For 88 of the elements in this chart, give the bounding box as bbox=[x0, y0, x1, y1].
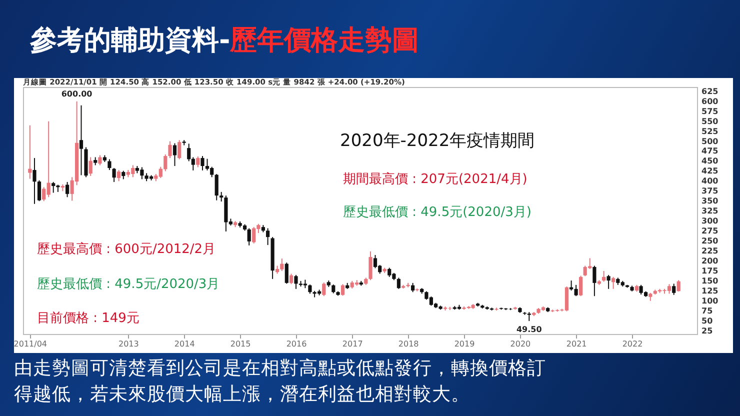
y-tick-label: 225 bbox=[702, 246, 719, 256]
candlestick bbox=[79, 104, 84, 176]
annotation: 歷史最低價 : 49.5元(2020/3月) bbox=[343, 205, 532, 220]
candlestick bbox=[205, 158, 210, 171]
candlestick bbox=[168, 140, 172, 159]
candlestick bbox=[612, 276, 616, 290]
y-tick-label: 350 bbox=[702, 196, 719, 206]
y-tick-label: 300 bbox=[702, 216, 719, 226]
candlestick bbox=[37, 180, 42, 202]
y-tick-label: 325 bbox=[702, 206, 719, 216]
candlestick bbox=[289, 273, 294, 285]
candlestick bbox=[196, 156, 200, 168]
candlestick bbox=[117, 170, 121, 182]
x-tick-label: 2020 bbox=[510, 340, 531, 348]
y-tick-label: 200 bbox=[702, 256, 719, 266]
candlestick bbox=[284, 262, 288, 284]
annotation: 期間最高價 : 207元(2021/4月) bbox=[343, 171, 528, 187]
candlestick bbox=[112, 168, 116, 182]
y-tick-label: 150 bbox=[702, 276, 719, 286]
y-tick-label: 425 bbox=[702, 166, 719, 176]
y-tick-label: 550 bbox=[702, 116, 719, 126]
x-tick-label: 2019 bbox=[454, 340, 475, 348]
y-tick-label: 525 bbox=[702, 126, 719, 136]
candlestick bbox=[52, 181, 56, 194]
candlestick bbox=[340, 284, 345, 296]
candlestick bbox=[592, 265, 596, 297]
candlestick bbox=[98, 154, 102, 166]
chart-title: 參考的輔助資料-歷年價格走勢圖 bbox=[30, 25, 420, 56]
annotation: 2020年-2022年疫情期間 bbox=[340, 131, 535, 151]
candlestick bbox=[28, 124, 32, 180]
y-tick-label: 100 bbox=[702, 296, 719, 306]
candlestick bbox=[200, 156, 204, 171]
candlestick bbox=[172, 142, 177, 167]
y-tick-label: 75 bbox=[702, 306, 714, 316]
candlestick bbox=[252, 226, 256, 244]
candlestick bbox=[214, 173, 218, 201]
candlestick bbox=[66, 181, 70, 198]
candlestick bbox=[191, 156, 195, 171]
text: 由走勢圖可清楚看到公司是在相對高點或低點發行，轉換價格訂得越低，若未來股價大幅上漲，潛在利益也相對較大。 bbox=[14, 357, 547, 407]
candlestick bbox=[294, 274, 298, 290]
y-tick-label: 625 bbox=[702, 86, 719, 96]
candlestick bbox=[606, 274, 610, 290]
y-tick-label: 50 bbox=[702, 316, 714, 326]
x-tick-label: 2018 bbox=[398, 340, 419, 348]
x-tick-label: 2017 bbox=[342, 340, 363, 348]
y-tick-label: 250 bbox=[702, 236, 719, 246]
annotation: 目前價格 : 149元 bbox=[37, 311, 140, 326]
candlestick bbox=[672, 283, 676, 296]
x-tick-label: 2021 bbox=[566, 340, 587, 348]
candlestick bbox=[308, 284, 312, 294]
candlestick bbox=[396, 277, 401, 290]
candlestick bbox=[579, 275, 583, 297]
candlestick bbox=[108, 158, 112, 170]
y-tick-label: 600 bbox=[702, 96, 719, 106]
y-tick-label: 275 bbox=[702, 226, 719, 236]
candlestick bbox=[373, 254, 378, 269]
y-tick-label: 400 bbox=[702, 176, 719, 186]
y-tick-label: 25 bbox=[702, 326, 714, 336]
candlestick bbox=[602, 270, 606, 282]
annotation: 歷史最高價 : 600元/2012/2月 bbox=[37, 241, 216, 257]
candlestick bbox=[88, 156, 92, 176]
x-tick-label: 2014 bbox=[174, 340, 195, 348]
x-tick-label: 2011/04 bbox=[14, 340, 48, 348]
annotation: 600.00 bbox=[61, 89, 93, 98]
y-tick-label: 125 bbox=[702, 286, 719, 296]
y-tick-label: 450 bbox=[702, 156, 719, 166]
x-tick-label: 2016 bbox=[286, 340, 307, 348]
y-tick-label: 575 bbox=[702, 106, 719, 116]
y-tick-label: 475 bbox=[702, 146, 719, 156]
candlestick bbox=[220, 191, 224, 202]
annotation: 49.50 bbox=[516, 325, 542, 334]
candlestick bbox=[247, 228, 251, 246]
x-tick-label: 2015 bbox=[230, 340, 251, 348]
candlestick bbox=[178, 140, 182, 160]
x-tick-label: 2013 bbox=[118, 340, 139, 348]
candlestick bbox=[266, 228, 270, 246]
candlestick bbox=[368, 250, 372, 281]
candlestick bbox=[411, 282, 415, 293]
candlestick bbox=[187, 143, 191, 162]
candlestick bbox=[32, 158, 36, 204]
y-tick-label: 375 bbox=[702, 186, 719, 196]
y-tick-label: 175 bbox=[702, 266, 719, 276]
annotation: 歷史最低價 : 49.5元/2020/3月 bbox=[37, 277, 220, 292]
candlestick bbox=[676, 280, 680, 292]
candlestick bbox=[164, 154, 168, 172]
y-tick-label: 500 bbox=[702, 136, 719, 146]
x-tick-label: 2022 bbox=[622, 340, 643, 348]
candlestick bbox=[322, 282, 326, 297]
